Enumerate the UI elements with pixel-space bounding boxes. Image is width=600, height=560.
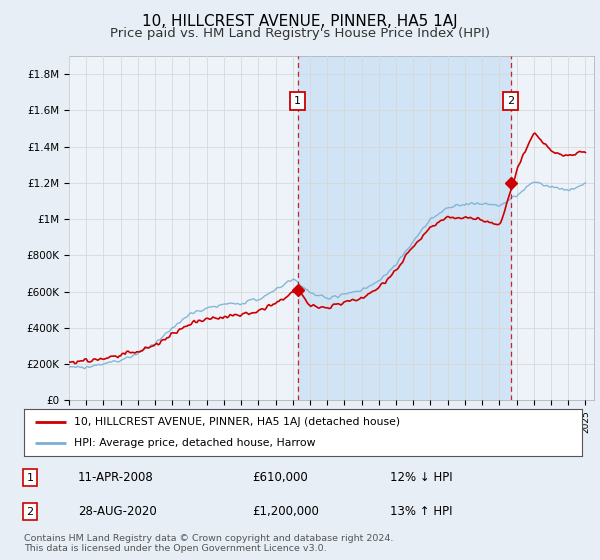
Text: £610,000: £610,000 bbox=[252, 471, 308, 484]
Text: Price paid vs. HM Land Registry's House Price Index (HPI): Price paid vs. HM Land Registry's House … bbox=[110, 27, 490, 40]
Text: 1: 1 bbox=[294, 96, 301, 106]
Text: 13% ↑ HPI: 13% ↑ HPI bbox=[390, 505, 452, 518]
Text: 2: 2 bbox=[507, 96, 514, 106]
Text: Contains HM Land Registry data © Crown copyright and database right 2024.
This d: Contains HM Land Registry data © Crown c… bbox=[24, 534, 394, 553]
Text: 11-APR-2008: 11-APR-2008 bbox=[78, 471, 154, 484]
Text: 28-AUG-2020: 28-AUG-2020 bbox=[78, 505, 157, 518]
Text: 10, HILLCREST AVENUE, PINNER, HA5 1AJ (detached house): 10, HILLCREST AVENUE, PINNER, HA5 1AJ (d… bbox=[74, 417, 400, 427]
Text: £1,200,000: £1,200,000 bbox=[252, 505, 319, 518]
Text: HPI: Average price, detached house, Harrow: HPI: Average price, detached house, Harr… bbox=[74, 438, 316, 448]
Text: 10, HILLCREST AVENUE, PINNER, HA5 1AJ: 10, HILLCREST AVENUE, PINNER, HA5 1AJ bbox=[142, 14, 458, 29]
Text: 2: 2 bbox=[26, 507, 34, 516]
Bar bbox=[298, 56, 511, 400]
Text: 1: 1 bbox=[26, 473, 34, 483]
Text: 12% ↓ HPI: 12% ↓ HPI bbox=[390, 471, 452, 484]
